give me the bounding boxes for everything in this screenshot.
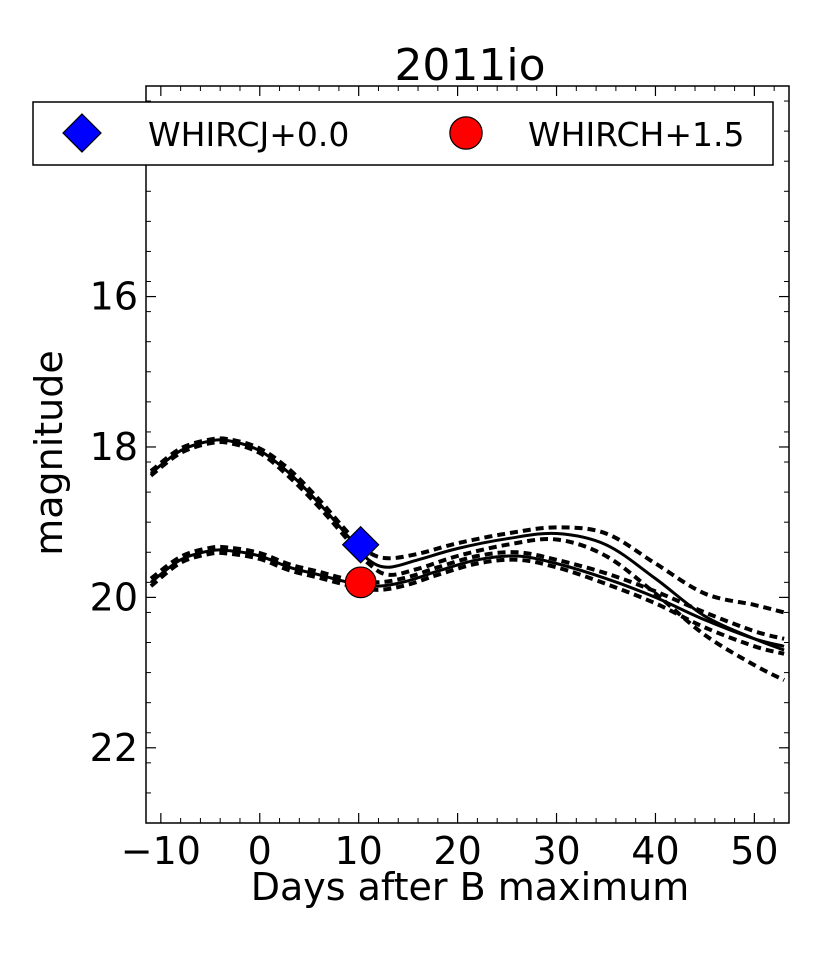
y-axis-label: magnitude	[27, 350, 71, 556]
band-lower-whircj-0-0	[149, 440, 785, 682]
legend-label-whirch-1-5: WHIRCH+1.5	[528, 115, 744, 154]
y-tick-label: 22	[90, 726, 138, 770]
y-tick-label: 18	[90, 425, 138, 469]
legend-label-whircj-0-0: WHIRCJ+0.0	[148, 115, 349, 154]
x-tick-label: 50	[730, 829, 778, 873]
legend: WHIRCJ+0.0 WHIRCH+1.5	[32, 101, 774, 166]
model-line-whircj-0-0	[149, 438, 785, 652]
band-upper-whirch-1-5	[149, 544, 785, 641]
band-upper-whircj-0-0	[149, 436, 785, 615]
x-tick-label: 0	[248, 829, 272, 873]
x-tick-label: 20	[433, 829, 481, 873]
legend-marker-whirch-1-5	[449, 116, 483, 150]
y-tick-label: 20	[90, 575, 138, 619]
x-axis-label: Days after B maximum	[251, 865, 690, 909]
plot-frame	[145, 85, 790, 824]
legend-marker-whircj-0-0	[62, 113, 102, 153]
data-point-whirch-1-5	[344, 566, 377, 599]
x-tick-label: 30	[532, 829, 580, 873]
x-tick-label: −10	[121, 829, 201, 873]
y-tick-label: 16	[90, 275, 138, 319]
x-tick-label: 40	[631, 829, 679, 873]
x-tick-label: 10	[335, 829, 383, 873]
plot-area: −10 0 10 20 30 40 50 16 18 20 22	[90, 85, 790, 873]
chart-title: 2011io	[394, 40, 545, 91]
legend-box	[32, 101, 774, 166]
data-point-whircj-0-0	[341, 525, 380, 564]
model-line-whirch-1-5	[149, 548, 785, 648]
